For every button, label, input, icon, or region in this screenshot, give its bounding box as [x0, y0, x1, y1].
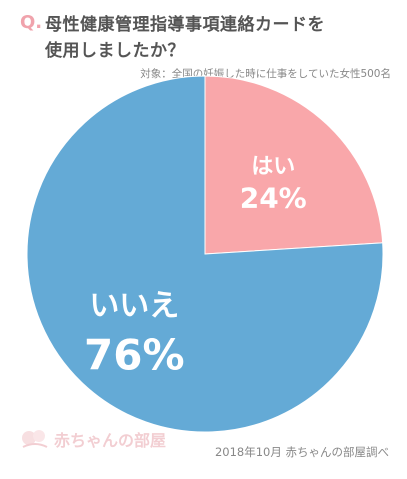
chart-title-line-2: 使用しましたか？ — [45, 41, 185, 61]
logo-mark-icon — [22, 430, 48, 448]
slice-category-label-yes: はい — [251, 154, 295, 179]
pie-slice-yes — [204, 75, 384, 255]
chart-title: 母性健康管理指導事項連絡カードを 使用しましたか？ — [45, 12, 395, 64]
pie-slice-no — [26, 75, 384, 433]
source-note: 2018年10月 赤ちゃんの部屋調べ — [214, 445, 389, 459]
chart-header: 母性健康管理指導事項連絡カードを 使用しましたか？ — [45, 12, 395, 64]
slice-value-label-yes: 24% — [240, 181, 307, 214]
brand-logo-text: 赤ちゃんの部屋 — [54, 431, 167, 450]
brand-logo: 赤ちゃんの部屋 — [20, 427, 166, 451]
slice-value-label-no: 76% — [84, 330, 185, 379]
chart-title-line-1: 母性健康管理指導事項連絡カードを — [45, 15, 325, 35]
question-mark-label: Q. — [20, 12, 43, 33]
slice-category-label-no: いいえ — [89, 288, 179, 323]
